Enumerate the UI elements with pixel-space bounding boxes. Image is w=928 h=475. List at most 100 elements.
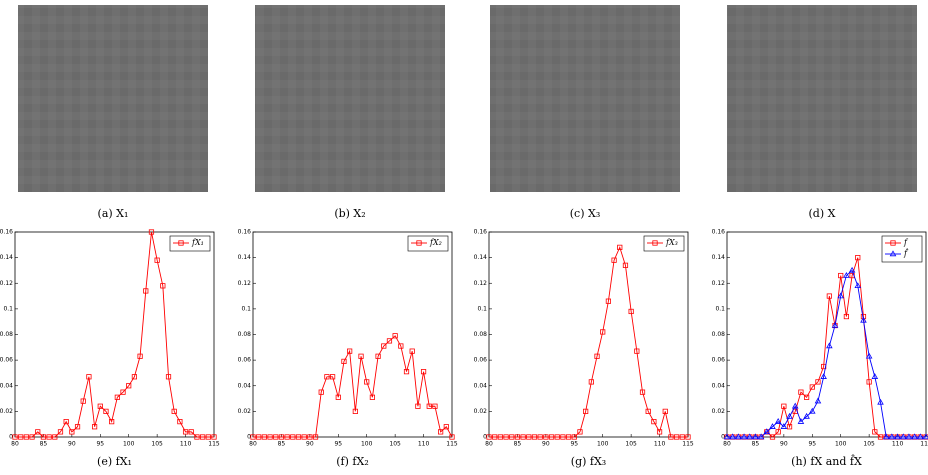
y-tick-label: 0.12	[238, 280, 252, 287]
y-tick-label: 0	[483, 434, 487, 441]
marker	[324, 374, 330, 380]
marker	[911, 433, 918, 440]
marker	[69, 429, 75, 435]
marker	[809, 407, 816, 414]
marker	[583, 408, 589, 414]
marker	[843, 313, 850, 320]
marker	[651, 419, 657, 425]
marker	[865, 352, 873, 359]
marker	[543, 434, 549, 440]
marker	[837, 292, 844, 299]
y-tick-label: 0.02	[712, 408, 726, 415]
marker	[735, 433, 742, 440]
caption: (d) X	[809, 207, 836, 220]
y-tick-label: 0.02	[238, 408, 252, 415]
marker	[403, 369, 410, 375]
marker	[126, 383, 132, 389]
marker	[685, 434, 691, 440]
marker	[205, 434, 211, 440]
marker	[798, 389, 804, 395]
plot-area	[14, 231, 215, 438]
y-tick-label: 0.1	[715, 305, 725, 312]
marker	[634, 348, 640, 354]
marker	[261, 434, 267, 440]
marker	[312, 434, 319, 440]
marker	[520, 434, 526, 440]
legend-marker	[889, 250, 897, 257]
legend-label: fX₁	[191, 238, 204, 247]
marker	[137, 353, 143, 359]
marker	[577, 429, 583, 435]
marker	[791, 402, 799, 409]
image	[490, 5, 680, 192]
caption: (a) X₁	[98, 207, 129, 220]
marker	[729, 433, 736, 440]
marker	[872, 429, 878, 435]
marker	[154, 257, 160, 263]
marker	[103, 408, 109, 414]
marker	[97, 403, 103, 409]
marker	[588, 379, 594, 385]
marker	[188, 429, 194, 435]
x-tick-label: 95	[96, 441, 104, 448]
image	[727, 5, 917, 192]
marker	[35, 429, 41, 435]
x-tick-label: 85	[40, 441, 48, 448]
marker	[815, 379, 821, 385]
marker	[409, 348, 415, 354]
marker	[740, 433, 748, 440]
marker	[486, 434, 492, 440]
y-tick-label: 0.04	[474, 382, 488, 389]
marker	[318, 389, 324, 395]
x-tick-label: 100	[123, 441, 135, 448]
marker	[605, 298, 612, 304]
marker	[775, 429, 781, 435]
x-tick-label: 105	[389, 441, 401, 448]
marker	[594, 353, 600, 359]
caption: (b) X₂	[334, 207, 365, 220]
legend	[407, 235, 449, 252]
marker	[171, 408, 177, 414]
marker	[757, 433, 765, 440]
marker	[29, 434, 35, 440]
marker	[894, 433, 901, 440]
marker	[273, 434, 279, 440]
chart-caption: (h) fX and f̂X	[791, 455, 862, 468]
marker	[814, 397, 822, 404]
marker	[509, 434, 515, 440]
y-tick-label: 0.16	[0, 229, 13, 236]
image	[255, 5, 445, 192]
marker	[307, 434, 313, 440]
series-line	[489, 246, 688, 438]
image	[18, 5, 208, 192]
x-tick-label: 105	[151, 441, 163, 448]
marker	[514, 434, 521, 440]
marker	[662, 408, 668, 414]
marker	[358, 353, 364, 359]
marker	[420, 369, 427, 375]
marker	[443, 424, 449, 430]
marker	[160, 283, 166, 289]
marker	[548, 434, 555, 440]
chart-caption: (f) fX₂	[336, 455, 368, 468]
x-tick-label: 100	[835, 441, 847, 448]
x-tick-label: 85	[752, 441, 760, 448]
marker	[617, 244, 623, 250]
y-tick-label: 0.08	[474, 331, 488, 338]
x-tick-label: 90	[780, 441, 788, 448]
legend-label: fX₃	[665, 238, 678, 247]
marker	[143, 288, 149, 294]
x-tick-label: 115	[208, 441, 220, 448]
legend-marker	[178, 240, 184, 246]
marker	[752, 433, 759, 440]
marker	[301, 434, 307, 440]
marker	[674, 434, 680, 440]
x-tick-label: 95	[808, 441, 816, 448]
marker	[866, 379, 872, 385]
marker	[855, 255, 861, 261]
y-tick-label: 0	[721, 434, 725, 441]
x-tick-label: 115	[920, 441, 928, 448]
marker	[80, 398, 86, 404]
marker	[882, 433, 890, 440]
y-tick-label: 0.12	[712, 280, 726, 287]
